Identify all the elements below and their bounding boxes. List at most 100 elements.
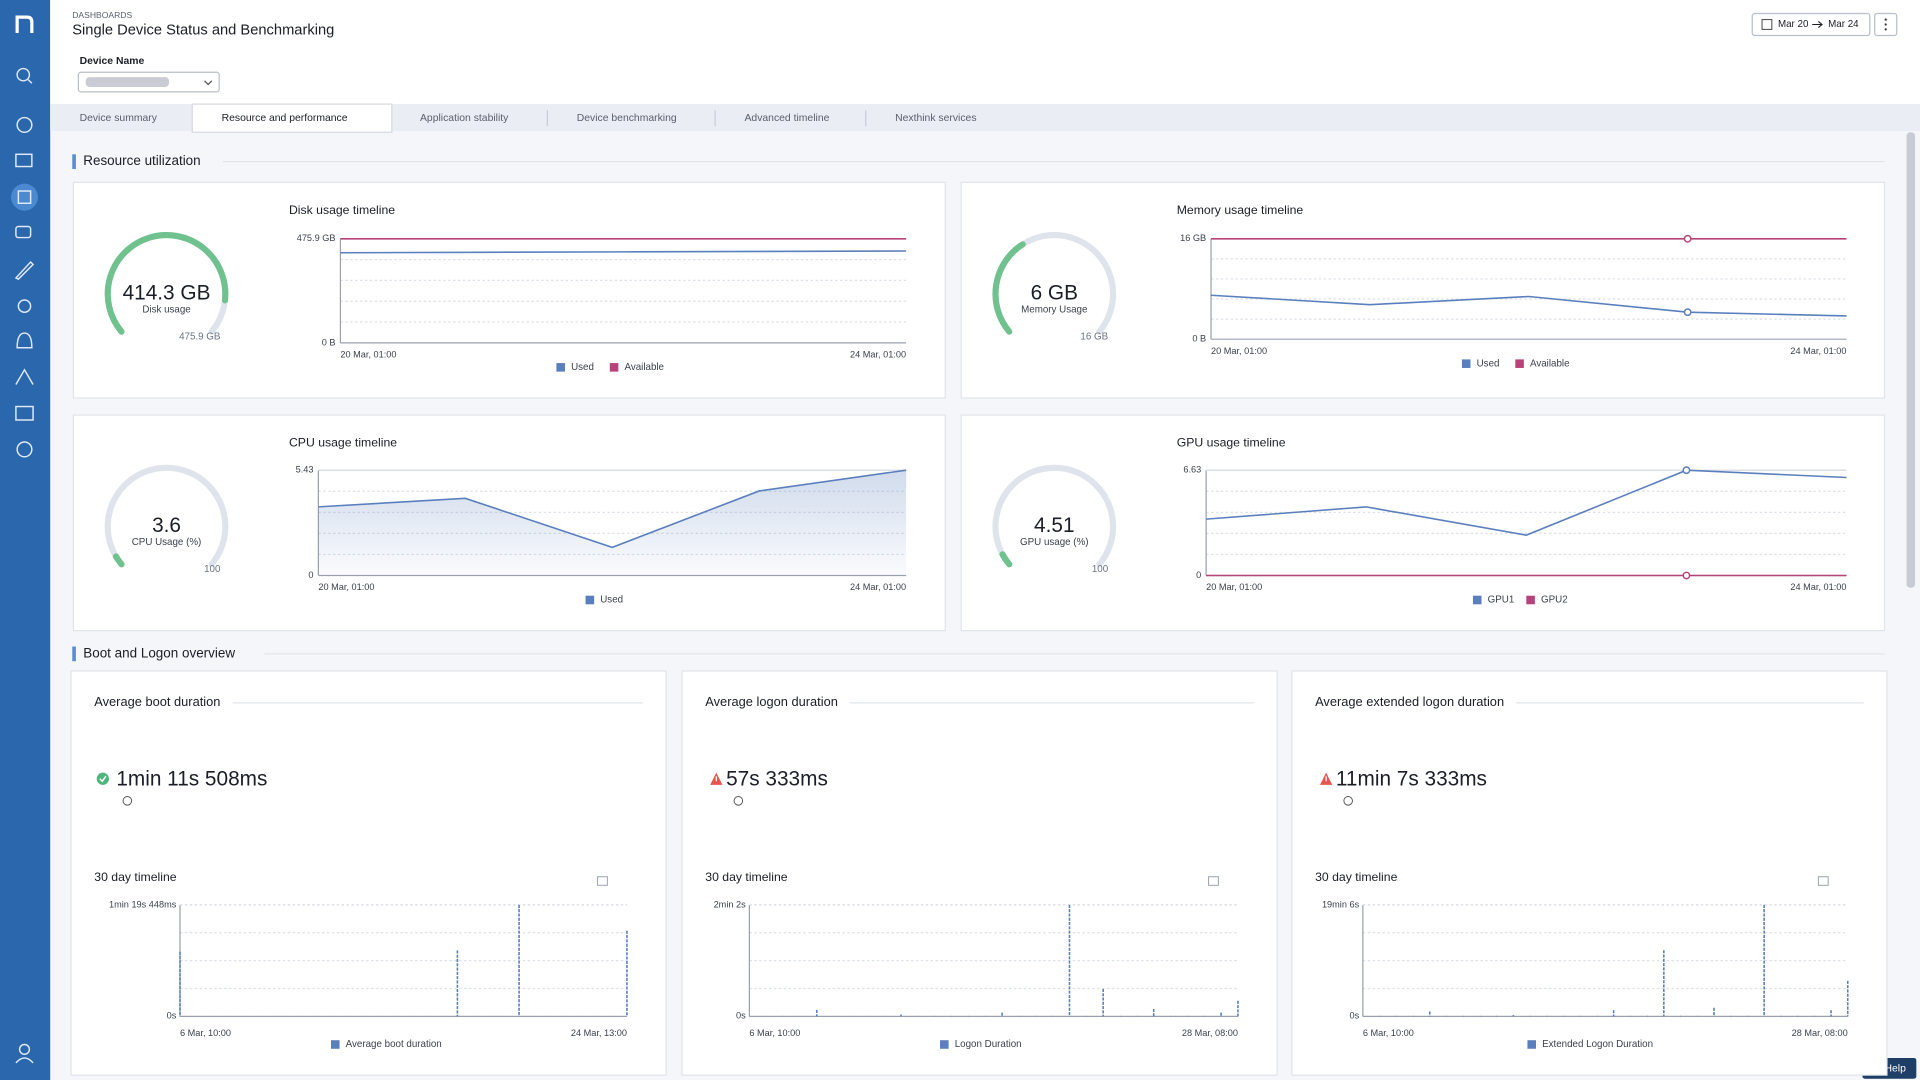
chevron — [204, 80, 213, 86]
legend-swatch — [1461, 359, 1471, 368]
sidebar-bg — [0, 0, 51, 1080]
logo[interactable] — [15, 15, 34, 34]
chart-title: Memory usage timeline — [1177, 203, 1304, 217]
series-line — [1210, 294, 1847, 317]
info-icon — [122, 796, 133, 806]
timeline-title: 30 day timeline — [1315, 870, 1397, 884]
date-range-button[interactable] — [1751, 12, 1871, 37]
alerts-icon[interactable] — [16, 332, 33, 349]
rocket-icon[interactable] — [14, 260, 35, 281]
kpi-value: 11min 7s 333ms — [1336, 768, 1487, 791]
card-title: Average boot duration — [94, 694, 220, 709]
y-tick-label: 475.9 GB — [297, 233, 336, 243]
explore-icon[interactable] — [16, 116, 33, 133]
x-tick-label: 6 Mar, 10:00 — [749, 1028, 800, 1038]
legend-label: Extended Logon Duration — [1542, 1039, 1653, 1050]
settings-icon[interactable] — [16, 441, 33, 458]
calendar-icon — [1761, 19, 1773, 30]
x-tick-label: 20 Mar, 01:00 — [1206, 582, 1262, 592]
legend-swatch — [1515, 359, 1524, 368]
grid-icon — [17, 190, 32, 204]
area — [318, 470, 907, 576]
y-tick-label: 16 GB — [1180, 233, 1206, 243]
gauge-value: 3.6 — [152, 514, 181, 537]
gauge-value: 6 GB — [1031, 281, 1078, 304]
y-tick-label: 19min 6s — [1322, 899, 1360, 909]
y-tick-label: 2min 2s — [714, 899, 747, 909]
x-tick-label: 24 Mar, 01:00 — [1790, 582, 1846, 592]
calendar-icon — [1208, 876, 1219, 886]
search-icon[interactable] — [16, 67, 31, 82]
chat-icon[interactable] — [15, 225, 32, 239]
legend-swatch — [609, 363, 619, 372]
legend-swatch — [940, 1040, 949, 1049]
status-ok — [96, 772, 109, 785]
tab[interactable]: Resource and performance — [222, 113, 348, 124]
gauge-max: 475.9 GB — [179, 331, 221, 342]
tab[interactable]: Application stability — [420, 113, 509, 124]
x-tick-label: 24 Mar, 01:00 — [850, 582, 906, 592]
gauge-fill — [104, 232, 229, 335]
tab[interactable]: Nexthink services — [895, 113, 976, 124]
date-from: Mar 20 — [1778, 19, 1809, 30]
date-to: Mar 24 — [1828, 19, 1859, 30]
section-marker — [72, 646, 76, 662]
timeline-title: 30 day timeline — [705, 870, 787, 884]
gauge-label: GPU usage (%) — [1020, 537, 1088, 548]
y-tick-label: 0 B — [322, 337, 336, 347]
gauge-value: 414.3 GB — [123, 281, 211, 304]
y-tick-label: 0 B — [1192, 334, 1206, 344]
y-tick-label: 0 — [308, 570, 313, 580]
library-icon[interactable] — [15, 405, 34, 421]
check — [99, 775, 107, 783]
active-nav[interactable] — [11, 183, 38, 211]
dashboards-icon[interactable] — [15, 153, 33, 168]
gauge-max: 100 — [1092, 564, 1109, 575]
legend-swatch — [1527, 1040, 1536, 1049]
section-title: Boot and Logon overview — [83, 645, 235, 660]
page-title: Single Device Status and Benchmarking — [72, 22, 334, 38]
x-tick-label: 24 Mar, 01:00 — [850, 350, 906, 360]
calendar-icon — [1817, 876, 1829, 886]
user-icon[interactable] — [18, 1043, 31, 1056]
gauge-label: CPU Usage (%) — [132, 537, 202, 548]
tab[interactable]: Device benchmarking — [577, 113, 677, 124]
scrollbar-thumb[interactable] — [1906, 132, 1916, 588]
x-tick-label: 20 Mar, 01:00 — [1211, 346, 1267, 356]
x-tick-label: 28 Mar, 08:00 — [1792, 1028, 1848, 1038]
y-tick-label: 0 — [1196, 570, 1201, 580]
card — [960, 181, 1886, 399]
card — [960, 414, 1886, 632]
gauge-track — [104, 464, 229, 568]
gauge-fill — [999, 551, 1013, 568]
card — [70, 670, 667, 1076]
tab[interactable]: Device summary — [80, 113, 158, 124]
legend-label: Used — [571, 362, 594, 373]
y-tick-label: 6.63 — [1183, 465, 1201, 475]
legend-swatch — [1472, 595, 1482, 605]
investigate-icon[interactable] — [17, 299, 32, 313]
sidebar — [0, 0, 51, 1080]
help-label: Help — [1884, 1064, 1906, 1075]
y-tick-label: 0s — [1349, 1011, 1359, 1021]
legend-swatch — [1526, 595, 1535, 605]
legend-label: Logon Duration — [955, 1039, 1022, 1050]
x-tick-label: 6 Mar, 10:00 — [180, 1028, 231, 1038]
calendar-icon — [597, 876, 608, 886]
card — [1291, 670, 1888, 1076]
gauge-fill — [112, 553, 125, 568]
y-tick-label: 0s — [736, 1011, 746, 1021]
series-line — [1206, 469, 1847, 536]
remote-icon[interactable] — [15, 368, 34, 385]
info-icon — [1343, 796, 1353, 806]
x-tick-label: 20 Mar, 01:00 — [318, 582, 374, 592]
section-marker — [72, 154, 76, 169]
gauge-max: 16 GB — [1080, 331, 1108, 342]
hover-marker — [1682, 571, 1691, 580]
legend-label: GPU2 — [1541, 595, 1568, 606]
tab[interactable]: Advanced timeline — [744, 113, 829, 124]
card-title: Average logon duration — [705, 694, 838, 709]
y-tick-label: 0s — [167, 1011, 177, 1021]
card-title: Average extended logon duration — [1315, 694, 1504, 709]
